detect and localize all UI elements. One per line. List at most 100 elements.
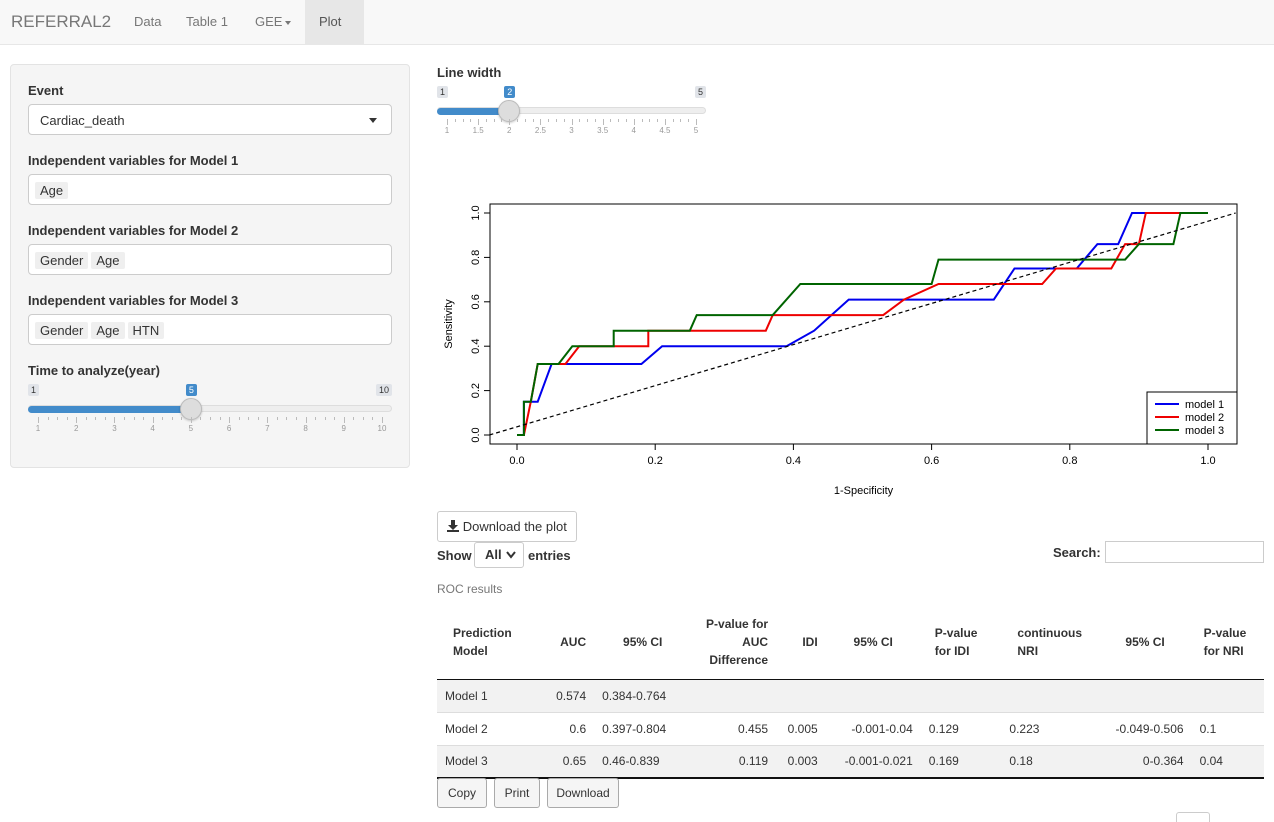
time-slider-tick — [382, 417, 383, 423]
time-slider-minor-tick — [124, 417, 125, 420]
copy-button[interactable]: Copy — [437, 778, 487, 808]
table-row: Model 2 0.6 0.397-0.804 0.455 0.005 -0.0… — [437, 711, 1264, 745]
time-slider-tick-label: 4 — [150, 424, 155, 433]
model1-input[interactable]: Age — [28, 174, 392, 205]
linewidth-slider-minor-tick — [462, 119, 464, 122]
time-slider-tick — [38, 417, 39, 423]
table-cell: 0.169 — [920, 744, 1002, 779]
table-cell — [825, 678, 921, 712]
linewidth-slider[interactable]: 1 5 2 1 1.5 2 2.5 3 3.5 4 4.5 5 — [437, 86, 706, 136]
x-tick-label: 0.2 — [648, 455, 663, 467]
time-slider-minor-tick — [66, 417, 68, 420]
nav-table1[interactable]: Table 1 — [186, 14, 228, 29]
linewidth-slider-tick-label: 4.5 — [659, 126, 671, 135]
table-cell: 0.18 — [1001, 744, 1099, 779]
table-cell: -0.001-0.04 — [825, 711, 921, 745]
linewidth-slider-tick — [478, 119, 480, 125]
col-idi[interactable]: IDI — [776, 605, 826, 680]
time-slider-minor-tick — [315, 417, 317, 420]
linewidth-slider-minor-tick — [524, 119, 526, 122]
table-cell: 0.574 — [540, 678, 595, 712]
model2-label: Independent variables for Model 2 — [28, 223, 239, 238]
time-slider-tick-label: 6 — [226, 424, 232, 433]
time-slider-minor-tick — [248, 417, 250, 420]
time-slider-minor-tick — [143, 417, 145, 420]
time-slider-minor-tick — [104, 417, 106, 420]
event-label: Event — [28, 83, 64, 98]
linewidth-slider-tick — [696, 119, 697, 125]
col-pvalue-idi[interactable]: P-value for IDI — [920, 605, 1002, 680]
variable-chip[interactable]: Age — [91, 322, 125, 339]
col-nri[interactable]: continuous NRI — [1001, 605, 1099, 680]
y-tick-label: 0.4 — [470, 339, 482, 354]
linewidth-slider-minor-tick — [672, 119, 674, 122]
col-pvalue-auc[interactable]: P-value for AUC Difference — [691, 605, 777, 680]
linewidth-slider-minor-tick — [548, 119, 550, 122]
print-button[interactable]: Print — [494, 778, 540, 808]
download-plot-button[interactable]: Download the plot — [437, 511, 577, 542]
nav-plot-label: Plot — [319, 14, 342, 29]
chevron-down-icon — [285, 20, 292, 25]
linewidth-slider-minor-tick — [649, 119, 651, 122]
table-cell: Model 2 — [437, 711, 541, 745]
model3-input[interactable]: Gender Age HTN — [28, 314, 392, 345]
download-button[interactable]: Download — [547, 778, 619, 808]
linewidth-slider-tick — [447, 119, 448, 125]
table-cell: 0.397-0.804 — [594, 711, 692, 745]
nav-gee[interactable]: GEE — [241, 0, 305, 44]
linewidth-slider-value-label: 2 — [504, 86, 516, 98]
variable-chip[interactable]: Gender — [35, 322, 89, 339]
model2-input[interactable]: Gender Age — [28, 244, 392, 275]
nav-data[interactable]: Data — [134, 14, 162, 29]
table-cell — [1191, 678, 1264, 712]
col-idi-ci[interactable]: 95% CI — [825, 605, 921, 680]
linewidth-slider-tick-label: 4 — [631, 126, 636, 135]
event-select[interactable]: Cardiac_death — [28, 104, 392, 135]
linewidth-slider-minor-tick — [555, 119, 557, 122]
time-slider-minor-tick — [95, 417, 97, 420]
table-cell: 0.119 — [691, 744, 777, 779]
time-slider-minor-tick — [181, 417, 183, 420]
linewidth-slider-minor-tick — [657, 119, 659, 122]
time-slider-tick-label: 8 — [303, 424, 308, 433]
x-tick-label: 0.4 — [786, 455, 801, 467]
legend-label: model 3 — [1185, 425, 1224, 437]
variable-chip[interactable]: Age — [35, 182, 69, 199]
linewidth-slider-tick — [571, 119, 573, 125]
model1-label: Independent variables for Model 1 — [28, 153, 239, 168]
variable-chip[interactable]: HTN — [127, 322, 165, 339]
nav-plot[interactable]: Plot — [305, 0, 364, 69]
linewidth-slider-minor-tick — [493, 119, 495, 122]
linewidth-slider-tick-label: 2.5 — [534, 126, 546, 135]
col-auc-ci[interactable]: 95% CI — [594, 605, 692, 680]
show-label: Show — [437, 548, 472, 563]
col-prediction-model[interactable]: Prediction Model — [437, 605, 541, 680]
time-slider[interactable]: 1 10 5 1 2 3 4 5 6 7 8 9 10 — [28, 384, 392, 434]
app-brand[interactable]: REFERRAL2 — [11, 12, 112, 31]
table-cell — [776, 678, 826, 712]
linewidth-slider-tick — [633, 119, 635, 125]
linewidth-slider-tick — [602, 119, 604, 125]
linewidth-slider-minor-tick — [454, 119, 456, 122]
col-auc[interactable]: AUC — [540, 605, 595, 680]
entries-select[interactable]: All — [474, 542, 524, 568]
linewidth-slider-minor-tick — [594, 119, 596, 122]
time-slider-tick-label: 5 — [188, 424, 194, 433]
variable-chip[interactable]: Age — [91, 252, 125, 269]
linewidth-slider-tick-label: 1 — [444, 126, 450, 135]
table-cell — [1098, 678, 1192, 712]
variable-chip[interactable]: Gender — [35, 252, 89, 269]
col-nri-ci[interactable]: 95% CI — [1098, 605, 1192, 680]
roc-plot: 0.0 0.2 0.4 0.6 0.8 1.0 0.0 0.2 0.4 0.6 0.8 1.0 1-Sp… — [443, 203, 1238, 497]
y-axis-label: Sensitivity — [443, 299, 455, 349]
table-cell: 0.005 — [776, 711, 826, 745]
search-input[interactable] — [1105, 541, 1264, 563]
x-tick-label: 0.6 — [924, 455, 939, 467]
x-tick-label: 1.0 — [1200, 455, 1215, 467]
col-pvalue-nri[interactable]: P-value for NRI — [1191, 605, 1264, 680]
time-slider-tick-label: 10 — [377, 424, 387, 433]
time-slider-minor-tick — [334, 417, 336, 420]
pagination-button[interactable] — [1176, 812, 1210, 822]
series-line-model-2 — [517, 212, 1208, 436]
table-header-row: Prediction Model AUC 95% CI P-value for … — [437, 605, 1264, 680]
